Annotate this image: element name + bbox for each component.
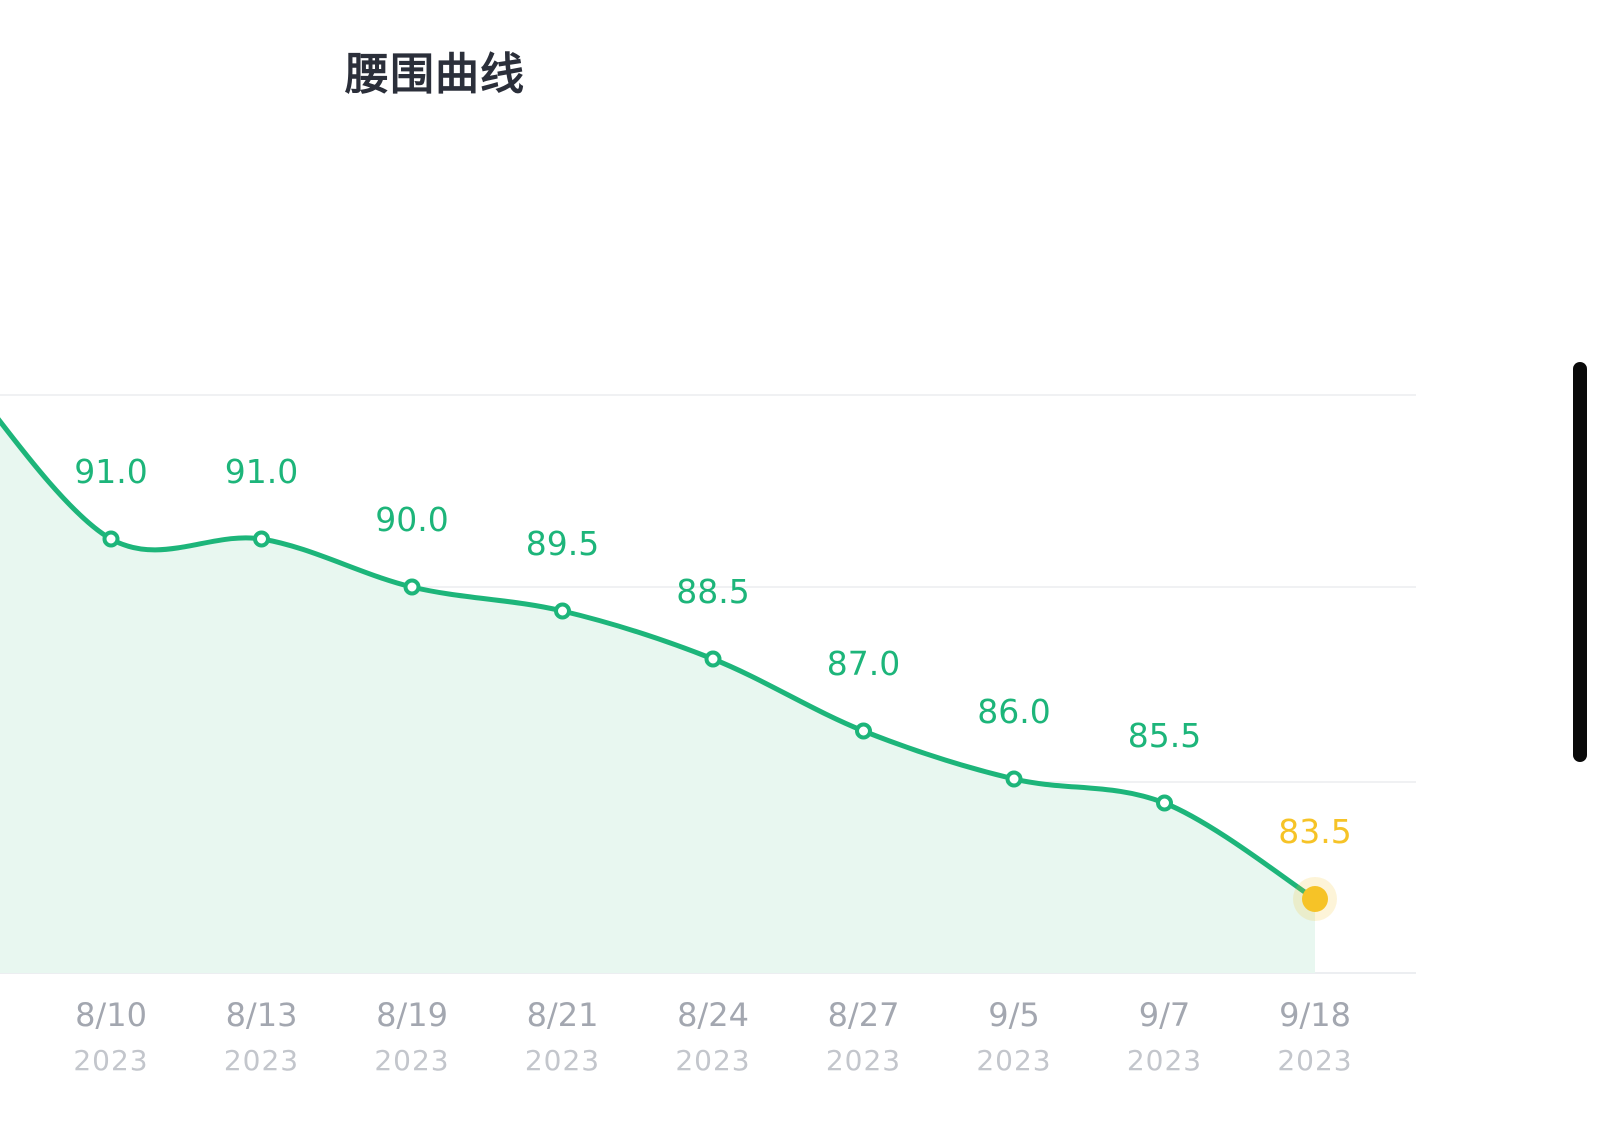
data-point[interactable] <box>704 650 722 668</box>
x-tick-date: 8/19 <box>376 996 448 1034</box>
x-tick-date: 8/27 <box>828 996 900 1034</box>
x-tick-year: 2023 <box>1127 1044 1202 1077</box>
x-tick-date: 9/5 <box>988 996 1040 1034</box>
value-labels: 91.0 91.0 90.0 89.5 88.5 87.0 86.0 85.5 83.5 <box>74 452 1351 851</box>
x-tick-year: 2023 <box>224 1044 299 1077</box>
area-fill <box>0 421 1315 973</box>
vertical-scrollbar[interactable] <box>1573 362 1587 762</box>
data-point[interactable] <box>554 602 571 620</box>
x-tick-date: 8/24 <box>677 996 749 1034</box>
series-line <box>0 417 1318 902</box>
value-label: 83.5 <box>1278 812 1351 851</box>
data-point[interactable] <box>102 530 120 548</box>
data-point[interactable] <box>403 578 421 596</box>
x-axis-ticks: 8/10 2023 8/13 2023 8/19 2023 8/21 2023 8/24 2023… <box>73 996 1352 1077</box>
x-tick-year: 2023 <box>73 1044 148 1077</box>
x-tick-year: 2023 <box>675 1044 750 1077</box>
value-label: 87.0 <box>827 644 900 683</box>
value-label: 85.5 <box>1128 716 1201 755</box>
data-point[interactable] <box>1156 794 1173 812</box>
data-points <box>102 530 1337 921</box>
data-point[interactable] <box>855 722 872 740</box>
x-tick-year: 2023 <box>826 1044 901 1077</box>
value-label: 88.5 <box>676 572 749 611</box>
x-tick-year: 2023 <box>374 1044 449 1077</box>
value-label: 91.0 <box>225 452 298 491</box>
data-point[interactable] <box>253 530 270 548</box>
x-tick-date: 9/18 <box>1279 996 1351 1034</box>
x-tick-year: 2023 <box>525 1044 600 1077</box>
x-tick-date: 9/7 <box>1139 996 1191 1034</box>
x-tick-date: 8/13 <box>226 996 298 1034</box>
x-tick-year: 2023 <box>1277 1044 1352 1077</box>
highlight-point[interactable] <box>1302 886 1328 912</box>
x-tick-date: 8/10 <box>75 996 147 1034</box>
value-label: 89.5 <box>526 524 599 563</box>
value-label: 86.0 <box>977 692 1050 731</box>
x-tick-year: 2023 <box>976 1044 1051 1077</box>
value-label: 90.0 <box>375 500 448 539</box>
value-label: 91.0 <box>74 452 147 491</box>
x-tick-date: 8/21 <box>527 996 599 1034</box>
chart-title: 腰围曲线 <box>345 49 525 100</box>
data-point[interactable] <box>1005 770 1023 788</box>
